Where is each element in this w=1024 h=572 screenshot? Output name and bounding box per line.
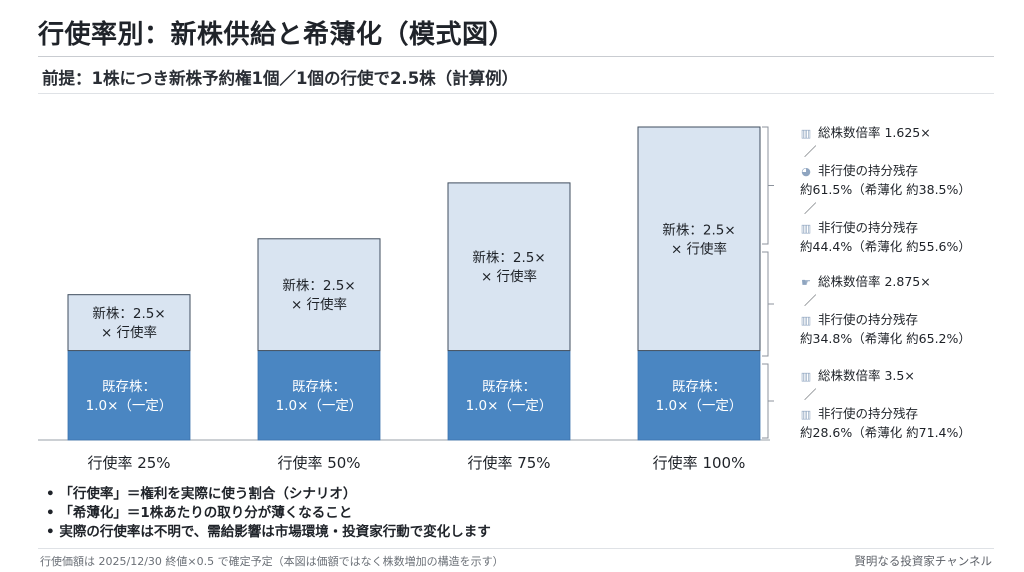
existing-shares-bar (447, 350, 571, 441)
annotation-text: 非行使の持分残存 (818, 163, 919, 178)
annotation-text: 総株数倍率 2.875× (818, 274, 931, 289)
note-item: • 実際の行使率は不明で、需給影響は市場環境・投資家行動で変化します (46, 524, 491, 540)
existing-shares-label: 1.0×（一定） (466, 398, 553, 414)
annotation-separator: ／ (804, 386, 817, 403)
annotation-bracket-1 (762, 126, 769, 245)
pie-chart-icon: ◕ (801, 165, 811, 178)
page-title: 行使率別：新株供給と希薄化（模式図） (38, 20, 516, 50)
bar-chart-icon: ▥ (800, 127, 812, 140)
annotation-text: 非行使の持分残存 (818, 312, 919, 327)
note-item: • 「希薄化」＝1株あたりの取り分が薄くなること (46, 505, 353, 521)
new-shares-bar (67, 294, 191, 352)
footnote: 行使価額は 2025/12/30 終値×0.5 で確定予定（本図は価額ではなく株… (40, 555, 504, 568)
annotation-text: 約28.6%（希薄化 約71.4%） (800, 425, 971, 440)
annotation-line: ▥ 非行使の持分残存 (800, 219, 918, 237)
annotation-line: ▥ 総株数倍率 1.625× (800, 124, 931, 142)
existing-shares-label: 1.0×（一定） (276, 398, 363, 414)
annotation-text: 約34.8%（希薄化 約65.2%） (800, 331, 971, 346)
existing-shares-bar (67, 350, 191, 441)
x-tick-label: 行使率 25% (87, 454, 170, 472)
annotation-line: ▥ 非行使の持分残存 (800, 311, 918, 329)
new-shares-label: × 行使率 (291, 296, 347, 313)
new-shares-bar (637, 126, 761, 352)
x-tick-label: 行使率 100% (653, 454, 746, 472)
annotation-bracket-2 (762, 251, 769, 357)
annotation-text: ／ (804, 201, 817, 216)
annotation-line: ◕ 非行使の持分残存 (800, 162, 918, 180)
annotation-text: 非行使の持分残存 (818, 220, 919, 235)
x-tick-label: 行使率 50% (277, 454, 360, 472)
new-shares-label: 新株：2.5× (662, 222, 735, 238)
x-tick-label: 行使率 75% (467, 454, 550, 472)
notes-list: • 「行使率」＝権利を実際に使う割合（シナリオ） • 「希薄化」＝1株あたりの取… (46, 485, 491, 542)
existing-shares-bar (637, 350, 761, 441)
annotation-line: 約61.5%（希薄化 約38.5%） (800, 181, 971, 198)
annotation-separator: ／ (804, 200, 817, 217)
annotation-line: 約34.8%（希薄化 約65.2%） (800, 330, 971, 347)
annotation-text: 総株数倍率 1.625× (818, 125, 931, 140)
existing-shares-label: 1.0×（一定） (656, 398, 743, 414)
new-shares-label: 新株：2.5× (92, 306, 165, 322)
annotation-line: 約44.4%（希薄化 約55.6%） (800, 238, 971, 255)
annotation-text: 約44.4%（希薄化 約55.6%） (800, 239, 971, 254)
channel-brand: 賢明なる投資家チャンネル (854, 554, 992, 568)
existing-shares-label: 既存株： (102, 379, 156, 395)
annotation-text: 非行使の持分残存 (818, 406, 919, 421)
annotation-text: ／ (804, 293, 817, 308)
annotation-line: ▥ 総株数倍率 3.5× (800, 367, 915, 385)
annotation-text: 約61.5%（希薄化 約38.5%） (800, 182, 971, 197)
new-shares-bar (447, 182, 571, 352)
new-shares-bar (257, 238, 381, 352)
annotation-separator: ／ (804, 292, 817, 309)
note-item: • 「行使率」＝権利を実際に使う割合（シナリオ） (46, 486, 357, 502)
new-shares-label: 新株：2.5× (472, 250, 545, 266)
existing-shares-label: 既存株： (292, 379, 346, 395)
annotation-text: 総株数倍率 3.5× (818, 368, 915, 383)
annotation-separator: ／ (804, 143, 817, 160)
bar-chart-icon: ▥ (800, 222, 812, 235)
subtitle-divider (38, 93, 994, 94)
annotation-line: ☛ 総株数倍率 2.875× (800, 273, 931, 291)
existing-shares-label: 1.0×（一定） (86, 398, 173, 414)
existing-shares-label: 既存株： (482, 379, 536, 395)
existing-shares-bar (257, 350, 381, 441)
footer-divider (38, 548, 994, 549)
bar-chart-icon: ▥ (800, 314, 812, 327)
annotation-line: 約28.6%（希薄化 約71.4%） (800, 424, 971, 441)
new-shares-label: × 行使率 (671, 240, 727, 257)
new-shares-label: 新株：2.5× (282, 278, 355, 294)
existing-shares-label: 既存株： (672, 379, 726, 395)
new-shares-label: × 行使率 (481, 268, 537, 285)
page-subtitle: 前提：1株につき新株予約権1個／1個の行使で2.5株（計算例） (42, 69, 519, 88)
annotation-line: ▥ 非行使の持分残存 (800, 405, 918, 423)
annotation-text: ／ (804, 387, 817, 402)
annotation-text: ／ (804, 144, 817, 159)
bar-chart-icon: ▥ (800, 408, 812, 421)
hand-point-icon: ☛ (801, 276, 811, 289)
bar-chart-icon: ▥ (800, 370, 812, 383)
annotation-bracket-3 (762, 363, 769, 439)
new-shares-label: × 行使率 (101, 324, 157, 341)
title-divider (38, 56, 994, 57)
